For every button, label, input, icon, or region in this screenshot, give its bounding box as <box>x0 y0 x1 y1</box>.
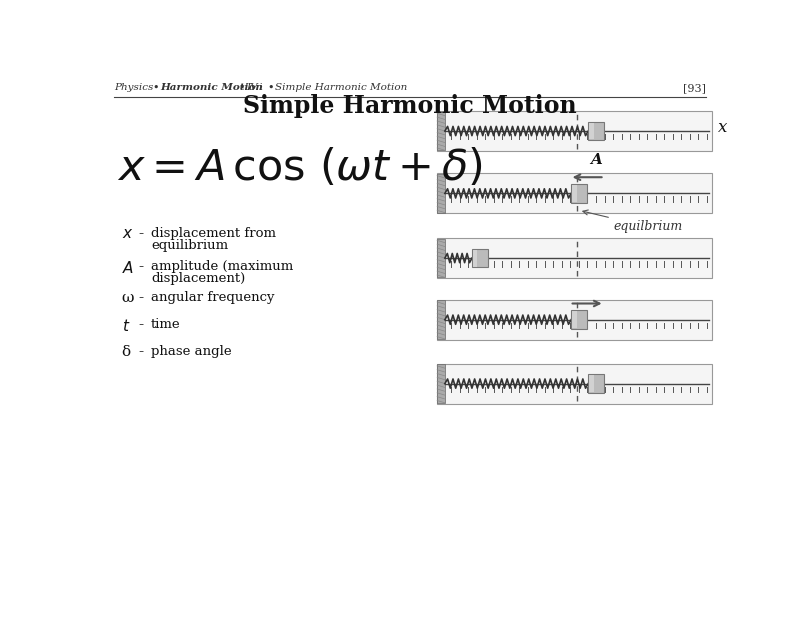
Bar <box>437 111 712 151</box>
Text: δ: δ <box>122 345 131 359</box>
Bar <box>437 300 445 339</box>
Text: -: - <box>138 260 144 275</box>
Text: -: - <box>138 345 144 359</box>
Bar <box>572 311 577 328</box>
Bar <box>588 375 604 393</box>
Bar <box>437 238 712 278</box>
Text: •: • <box>153 83 159 93</box>
Text: displacement): displacement) <box>151 272 246 285</box>
Bar <box>589 123 594 139</box>
Text: phase angle: phase angle <box>151 345 232 358</box>
Text: displacement from: displacement from <box>151 227 276 240</box>
Text: Harmonic Motion: Harmonic Motion <box>161 83 263 93</box>
Text: $\mathit{A}$: $\mathit{A}$ <box>122 260 134 276</box>
Bar <box>571 184 586 202</box>
Text: A: A <box>590 154 602 167</box>
Bar <box>437 364 445 403</box>
Bar <box>437 112 445 151</box>
Bar <box>571 310 586 329</box>
Text: [93]: [93] <box>683 83 706 93</box>
Text: $x = A\,\cos\,(\omega t + \delta)$: $x = A\,\cos\,(\omega t + \delta)$ <box>117 147 483 189</box>
Text: -: - <box>138 227 144 241</box>
Text: •: • <box>267 83 274 93</box>
Text: time: time <box>151 318 181 331</box>
Bar <box>473 250 478 267</box>
Text: IV.i: IV.i <box>246 83 262 93</box>
Text: amplitude (maximum: amplitude (maximum <box>151 260 294 273</box>
Text: x: x <box>718 120 728 136</box>
Text: Physics: Physics <box>114 83 154 93</box>
Text: Simple Harmonic Motion: Simple Harmonic Motion <box>243 94 577 118</box>
Text: equilibrium: equilibrium <box>151 239 228 252</box>
Text: Simple Harmonic Motion: Simple Harmonic Motion <box>275 83 407 93</box>
Text: $\mathit{t}$: $\mathit{t}$ <box>122 318 130 334</box>
Bar <box>437 363 712 404</box>
Text: angular frequency: angular frequency <box>151 291 274 304</box>
Text: -: - <box>138 291 144 305</box>
Bar <box>437 300 712 340</box>
Text: ω: ω <box>122 291 134 305</box>
Bar <box>588 122 604 140</box>
Bar <box>572 185 577 202</box>
Bar <box>437 173 712 213</box>
Text: -: - <box>138 318 144 332</box>
Bar <box>437 174 445 213</box>
Bar <box>589 375 594 392</box>
Text: $\mathit{x}$: $\mathit{x}$ <box>122 227 134 241</box>
Text: equilbrium: equilbrium <box>583 210 683 233</box>
Bar <box>437 239 445 277</box>
Bar <box>472 249 487 267</box>
Text: •: • <box>238 83 245 93</box>
